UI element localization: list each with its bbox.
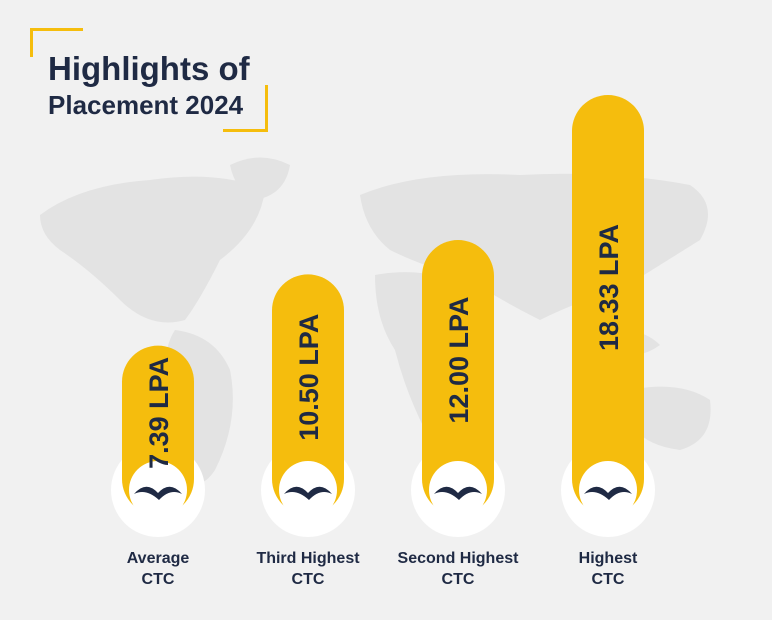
bar-value-label: 18.33 LPA bbox=[594, 224, 624, 351]
bar bbox=[572, 95, 644, 515]
category-label-line2: CTC bbox=[591, 571, 625, 588]
category-label-line1: Average bbox=[126, 550, 190, 567]
flying-bird-icon bbox=[134, 486, 182, 500]
category-label-line2: CTC bbox=[291, 571, 325, 588]
flying-bird-icon bbox=[284, 486, 332, 500]
category-label: Average CTC bbox=[73, 548, 243, 590]
flying-bird-icon bbox=[434, 486, 482, 500]
page-title: Highlights of bbox=[48, 50, 250, 87]
bar bbox=[272, 274, 344, 515]
title-frame-corner-top-left bbox=[30, 28, 83, 57]
bar-base-circle bbox=[429, 461, 487, 519]
bar-base-circle bbox=[279, 461, 337, 519]
title-frame: Highlights of Placement 2024 bbox=[30, 28, 268, 132]
page-subtitle: Placement 2024 bbox=[48, 90, 244, 120]
bar-value-label: 7.39 LPA bbox=[144, 357, 174, 469]
category-label-line1: Second Highest bbox=[397, 550, 519, 567]
bar-value-label: 12.00 LPA bbox=[444, 296, 474, 423]
bar-value-label: 10.50 LPA bbox=[294, 314, 324, 441]
category-label-line2: CTC bbox=[441, 571, 475, 588]
bar-base-circle bbox=[129, 461, 187, 519]
category-label: Second Highest CTC bbox=[373, 548, 543, 590]
category-label: Highest CTC bbox=[523, 548, 693, 590]
category-label-line1: Highest bbox=[578, 550, 638, 567]
title-frame-corner-bottom-right bbox=[223, 85, 268, 132]
category-label: Third Highest CTC bbox=[223, 548, 393, 590]
bar bbox=[422, 240, 494, 515]
category-label-line1: Third Highest bbox=[256, 550, 360, 567]
bar-base-circle bbox=[579, 461, 637, 519]
category-label-line2: CTC bbox=[141, 571, 175, 588]
flying-bird-icon bbox=[584, 486, 632, 500]
